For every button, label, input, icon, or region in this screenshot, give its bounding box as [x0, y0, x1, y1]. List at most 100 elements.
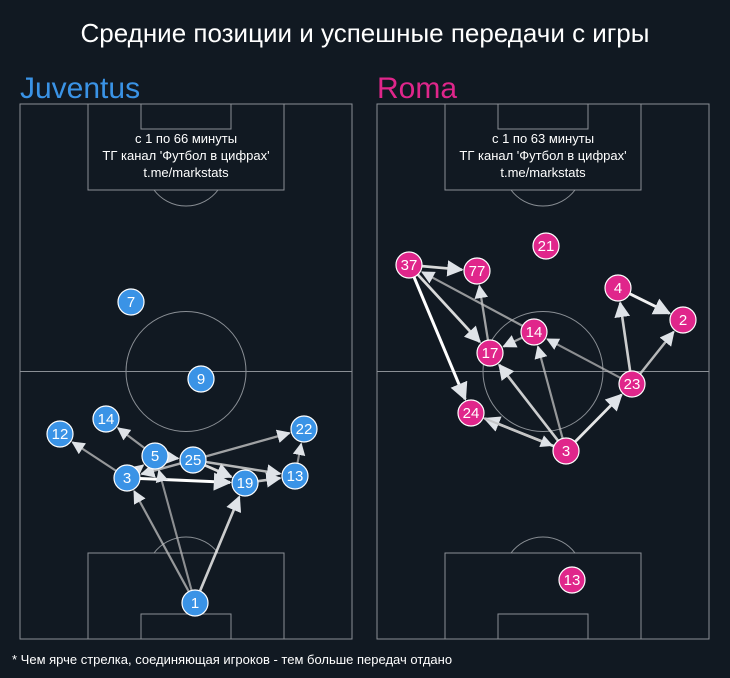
player-number: 19 — [237, 475, 254, 492]
pass-arrow — [205, 429, 291, 458]
player-circle — [604, 274, 632, 302]
player-circle — [669, 306, 697, 334]
player-circle — [558, 566, 586, 594]
pass-arrow — [139, 472, 232, 491]
pass-arrow — [574, 393, 623, 443]
pass-arrow — [421, 271, 524, 327]
player-circle — [520, 318, 548, 346]
player-number: 13 — [287, 468, 304, 485]
page-title: Средние позиции и успешные передачи с иг… — [80, 18, 650, 48]
player-circle — [113, 464, 141, 492]
pass-arrow — [133, 490, 190, 593]
player-marker: 19 — [231, 469, 259, 497]
pass-arrow — [639, 330, 675, 375]
pass-arrow — [416, 273, 481, 344]
pass-arrow — [205, 460, 282, 479]
player-marker: 7 — [117, 288, 145, 316]
info-line: t.me/markstats — [500, 165, 586, 180]
player-number: 77 — [469, 263, 486, 280]
goal-area-top — [497, 103, 589, 130]
pass-arrow — [614, 301, 632, 372]
player-circle — [552, 437, 580, 465]
player-number: 3 — [562, 443, 570, 460]
player-marker: 25 — [179, 446, 207, 474]
player-circle — [618, 370, 646, 398]
player-marker: 22 — [290, 415, 318, 443]
player-number: 9 — [197, 371, 205, 388]
player-number: 22 — [296, 421, 313, 438]
penalty-arc-bottom — [153, 536, 219, 554]
info-line: с 1 по 63 минуты — [492, 131, 594, 146]
pass-arrow — [474, 284, 490, 341]
penalty-arc-top — [510, 189, 576, 207]
pass-arrow — [198, 495, 242, 592]
player-circle — [457, 399, 485, 427]
player-circle — [476, 339, 504, 367]
player-circle — [181, 589, 209, 617]
player-circle — [231, 469, 259, 497]
player-circle — [92, 405, 120, 433]
player-marker: 17 — [476, 339, 504, 367]
player-number: 37 — [401, 257, 418, 274]
pass-arrow — [140, 462, 181, 478]
pass-arrow — [546, 338, 622, 379]
player-number: 14 — [98, 411, 115, 428]
player-number: 1 — [191, 595, 199, 612]
player-marker: 3 — [113, 464, 141, 492]
player-marker: 12 — [46, 420, 74, 448]
player-marker: 77 — [463, 257, 491, 285]
player-number: 12 — [52, 426, 69, 443]
pass-arrow — [164, 449, 180, 465]
player-marker: 24 — [457, 399, 485, 427]
player-circle — [532, 232, 560, 260]
player-number: 14 — [526, 324, 543, 341]
player-number: 2 — [679, 312, 687, 329]
penalty-arc-bottom — [510, 536, 576, 554]
player-marker: 14 — [92, 405, 120, 433]
goal-area-bottom — [140, 613, 232, 640]
pass-arrow — [129, 464, 145, 479]
team-name-juventus: Juventus — [20, 72, 141, 105]
pass-arrow — [204, 463, 233, 479]
pass-arrow — [292, 442, 306, 464]
player-number: 5 — [151, 448, 159, 465]
player-number: 4 — [614, 280, 622, 297]
info-line: с 1 по 66 минуты — [135, 131, 237, 146]
player-circle — [141, 442, 169, 470]
player-marker: 37 — [395, 251, 423, 279]
goal-area-top — [140, 103, 232, 130]
player-marker: 9 — [187, 365, 215, 393]
centre-circle — [125, 311, 247, 432]
player-marker: 13 — [281, 462, 309, 490]
pass-arrow — [116, 427, 146, 450]
pass-arrow — [482, 416, 554, 448]
player-number: 13 — [564, 572, 581, 589]
player-circle — [46, 420, 74, 448]
player-circle — [179, 446, 207, 474]
pass-arrow — [71, 441, 117, 472]
player-number: 25 — [185, 452, 202, 469]
player-circle — [281, 462, 309, 490]
info-line: ТГ канал 'Футбол в цифрах' — [459, 148, 626, 163]
pass-arrow — [257, 472, 282, 488]
player-number: 7 — [127, 294, 135, 311]
centre-circle — [482, 311, 604, 432]
info-line: ТГ канал 'Футбол в цифрах' — [102, 148, 269, 163]
pass-arrow — [498, 363, 560, 442]
player-marker: 5 — [141, 442, 169, 470]
player-marker: 14 — [520, 318, 548, 346]
player-number: 23 — [624, 376, 641, 393]
player-marker: 13 — [558, 566, 586, 594]
penalty-arc-top — [153, 189, 219, 207]
pitch-juventus: с 1 по 66 минуты ТГ канал 'Футбол в цифра… — [19, 103, 353, 640]
pass-arrow — [629, 292, 672, 315]
info-line: t.me/markstats — [143, 165, 229, 180]
player-marker: 21 — [532, 232, 560, 260]
pass-arrow — [421, 260, 464, 277]
pass-arrow — [155, 469, 193, 591]
goal-area-bottom — [497, 613, 589, 640]
player-circle — [463, 257, 491, 285]
penalty-area-bottom — [444, 552, 642, 640]
player-circle — [187, 365, 215, 393]
